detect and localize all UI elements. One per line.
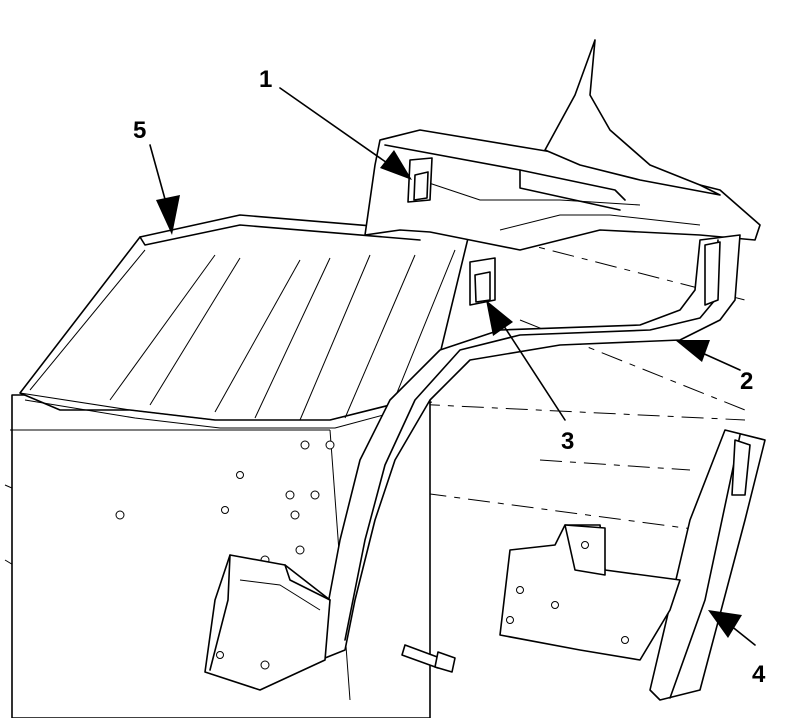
callout-1-arrowhead: [380, 150, 412, 180]
callout-3-label: 3: [561, 428, 574, 455]
callout-2-arrowhead: [675, 340, 710, 362]
callout-5-arrowhead: [156, 195, 180, 235]
callout-leaders: [149, 87, 756, 646]
callout-5-label: 5: [133, 117, 146, 144]
upper-shroud: [364, 39, 761, 251]
callout-3-arrowhead: [486, 300, 513, 336]
part-2-bracket-arm: [319, 234, 741, 661]
part-1-clip: [407, 157, 433, 203]
lower-mount-bracket: [204, 554, 331, 691]
bolt: [401, 644, 456, 673]
callout-2-label: 2: [740, 368, 753, 395]
part-3-clip: [469, 257, 496, 306]
part-4-mount-plate: [499, 429, 766, 701]
callout-1-label: 1: [259, 66, 272, 93]
callout-4-label: 4: [752, 661, 766, 688]
callout-labels: 1 2 3 4 5: [133, 66, 766, 688]
callout-4-arrowhead: [708, 610, 742, 638]
